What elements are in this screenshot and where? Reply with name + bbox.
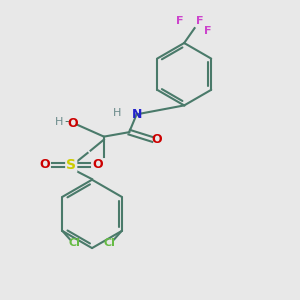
- Text: O: O: [39, 158, 50, 171]
- Text: F: F: [196, 16, 204, 26]
- Text: O: O: [151, 133, 162, 146]
- Text: F: F: [204, 26, 212, 36]
- Text: N: N: [131, 108, 142, 121]
- Text: O: O: [93, 158, 103, 171]
- Text: O: O: [68, 117, 78, 130]
- Text: F: F: [176, 16, 184, 26]
- Text: Cl: Cl: [69, 238, 81, 248]
- Text: -: -: [64, 115, 69, 128]
- Text: Cl: Cl: [103, 238, 115, 248]
- Text: H: H: [55, 117, 64, 127]
- Text: S: S: [66, 158, 76, 172]
- Text: H: H: [113, 108, 122, 118]
